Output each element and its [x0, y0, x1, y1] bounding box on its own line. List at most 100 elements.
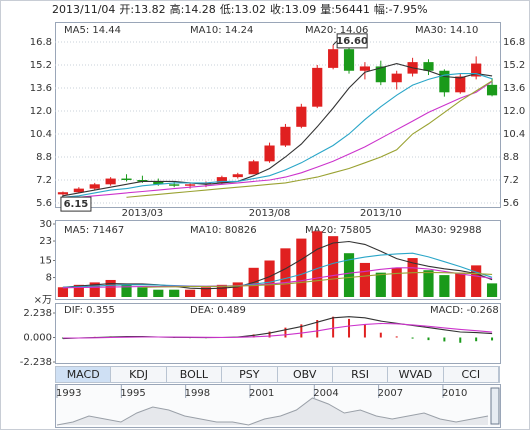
legend-entry: MACD: -0.268: [430, 305, 499, 316]
y-tick-label: 30: [39, 219, 52, 230]
volume-bar: [280, 248, 291, 297]
volume-bar: [89, 282, 100, 297]
candle-body: [455, 76, 466, 93]
y-tick-label: 16.8: [30, 37, 52, 48]
legend-entry: MA5: 14.44: [64, 25, 121, 36]
volume-bar: [328, 236, 339, 297]
series-line: [126, 80, 493, 198]
annotation-leader: [332, 40, 338, 46]
tab[interactable]: MACD: [56, 367, 112, 382]
y-tick-label-right: 12.0: [503, 106, 525, 117]
volume-bar: [343, 253, 355, 297]
volume-bar: [423, 270, 434, 297]
volume-bar: [471, 265, 482, 297]
tab[interactable]: KDJ: [111, 367, 167, 382]
y-tick-label: 23: [39, 236, 52, 247]
candle-body: [153, 181, 164, 185]
candle-body: [89, 184, 100, 189]
tab[interactable]: WVAD: [388, 367, 444, 382]
volume-bar: [200, 287, 212, 297]
y-tick-label-right: 15.2: [503, 60, 525, 71]
volume-bar: [121, 284, 132, 297]
candle-body: [439, 70, 450, 93]
series-line: [62, 73, 493, 198]
tab[interactable]: BOLL: [167, 367, 223, 382]
tab[interactable]: CCI: [444, 367, 499, 382]
y-tick-label-right: 8.8: [503, 152, 519, 163]
overview-label: 1993: [56, 388, 81, 399]
header-item: 低:13.02: [219, 3, 267, 16]
candle-body: [137, 180, 148, 182]
annotation-box: [60, 196, 92, 212]
tab[interactable]: OBV: [278, 367, 333, 382]
candle-body: [328, 49, 339, 68]
series-line: [62, 63, 493, 197]
overview-label: 1995: [120, 388, 145, 399]
candle-body: [121, 178, 132, 180]
legend-entry: DEA: 0.489: [190, 305, 246, 316]
volume-bar: [216, 284, 227, 297]
y-tick-label: 15: [39, 256, 52, 267]
tab[interactable]: PSY: [222, 367, 278, 382]
x-tick-label: 2013/08: [249, 208, 291, 219]
volume-bar: [486, 283, 498, 297]
candle-body: [486, 84, 498, 96]
candle-body: [375, 66, 386, 83]
candle-body: [359, 66, 370, 71]
header-item: 2013/11/04: [52, 3, 116, 16]
volume-bar: [137, 287, 148, 297]
legend-entry: MA10: 14.24: [190, 25, 253, 36]
y-tick-label-right: 16.8: [503, 37, 525, 48]
legend-entry: MA20: 14.06: [305, 25, 368, 36]
y-tick-label: 10.4: [30, 129, 52, 140]
candle-body: [471, 63, 482, 77]
overview-line: [56, 397, 489, 426]
volume-bar: [185, 289, 196, 297]
y-tick-label: 0.000: [23, 333, 52, 344]
header-item: 幅:-7.95%: [373, 3, 428, 16]
candle-body: [185, 184, 196, 186]
y-tick-label-right: 10.4: [503, 129, 525, 140]
volume-bar: [375, 272, 386, 297]
candle-body: [248, 161, 259, 175]
unit-label: ×万: [34, 295, 52, 306]
y-tick-label-right: 7.2: [503, 175, 519, 186]
y-tick-label: 12.0: [30, 106, 52, 117]
volume-bar: [296, 238, 307, 297]
legend-entry: DIF: 0.355: [64, 305, 115, 316]
y-tick-label: 13.6: [30, 83, 52, 94]
candle-body: [423, 62, 434, 71]
candle-body: [280, 126, 291, 146]
volume-bar: [359, 262, 370, 297]
legend-entry: MA10: 80826: [190, 225, 257, 236]
candle-body: [391, 73, 402, 83]
candle-body: [296, 106, 307, 127]
overview-handle[interactable]: [490, 387, 500, 425]
volume-bar: [455, 272, 466, 297]
legend-entry: MA5: 71467: [64, 225, 124, 236]
overview-label: 2001: [249, 388, 274, 399]
y-tick-label: 15.2: [30, 60, 52, 71]
macd-frame: [55, 303, 501, 364]
candle-body: [264, 145, 275, 162]
y-tick-label: 8: [46, 273, 52, 284]
volume-bar: [57, 287, 69, 297]
annotation-label: 16.60: [336, 36, 368, 47]
y-tick-label: 7.2: [36, 175, 52, 186]
legend-entry: MA30: 92988: [415, 225, 482, 236]
series-line: [62, 240, 493, 290]
y-tick-label: 8.8: [36, 152, 52, 163]
legend-entry: MA30: 14.10: [415, 25, 478, 36]
overview-label: 2004: [313, 388, 338, 399]
volume-bar: [407, 258, 418, 297]
overview-label: 1998: [185, 388, 210, 399]
tab[interactable]: RSI: [333, 367, 389, 382]
series-line: [62, 252, 493, 288]
price-frame: [55, 22, 501, 208]
volume-bar: [439, 275, 450, 297]
series-line: [62, 80, 493, 200]
volume-bar: [264, 260, 275, 297]
header-item: 量:56441: [320, 3, 370, 16]
